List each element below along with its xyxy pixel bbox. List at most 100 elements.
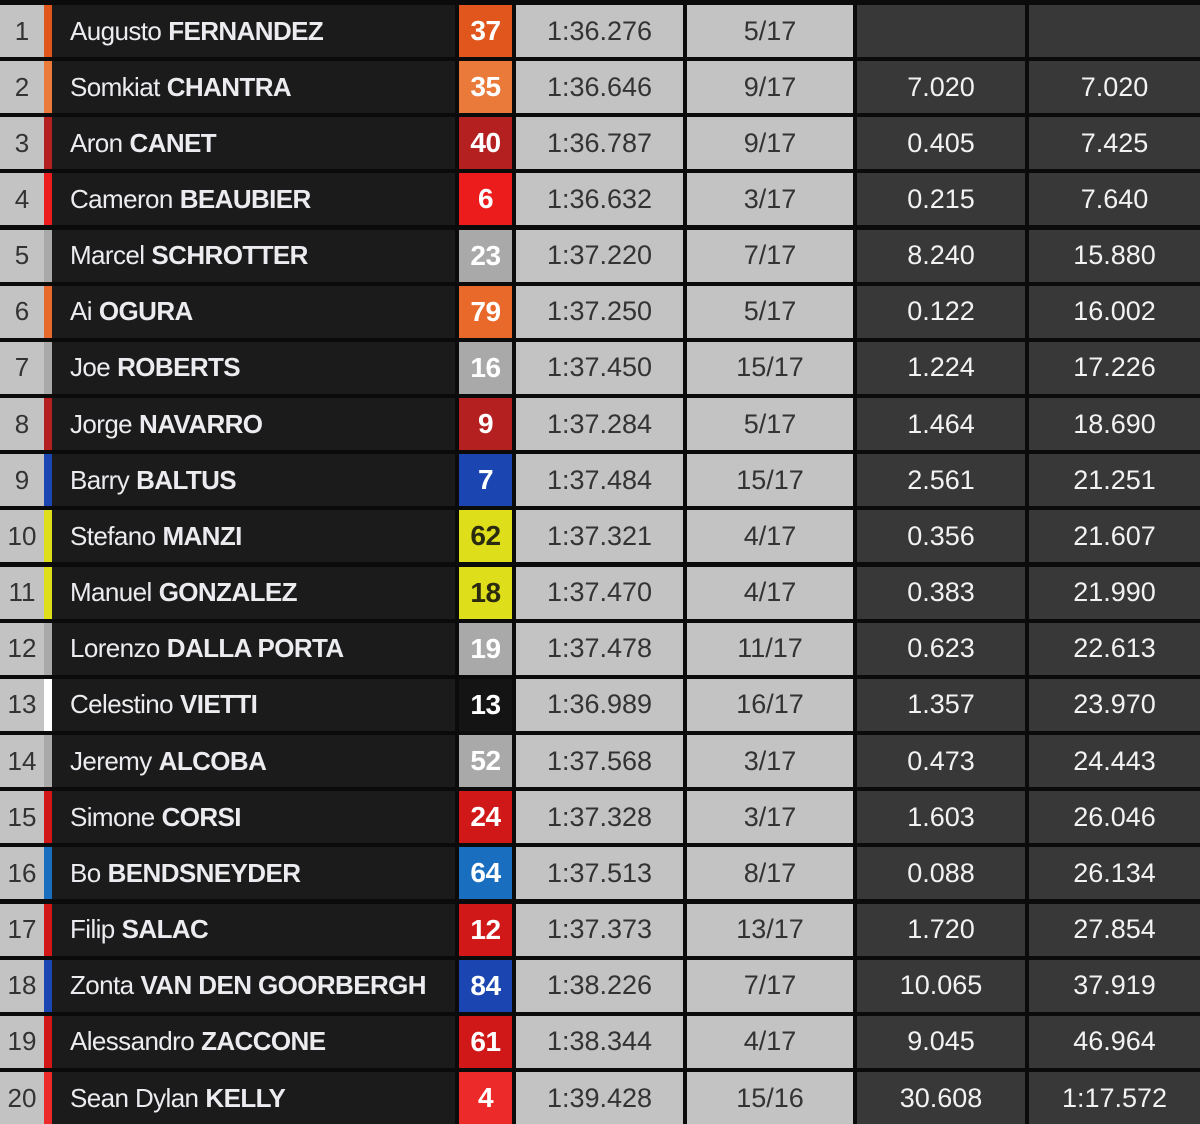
rider-name[interactable]: Cameron BEAUBIER [52,173,455,226]
position: 6 [0,285,44,338]
rider-first-name: Ai [70,296,93,327]
rider-name[interactable]: Somkiat CHANTRA [52,61,455,114]
best-lap-number: 4/17 [687,1015,853,1068]
rider-name[interactable]: Alessandro ZACCONE [52,1015,455,1068]
best-lap-number: 7/17 [687,959,853,1012]
rider-number-badge: 9 [459,398,512,451]
best-lap-time: 1:37.470 [516,566,683,619]
rider-name[interactable]: Filip SALAC [52,903,455,956]
table-row[interactable]: 12 Lorenzo DALLA PORTA 19 1:37.478 11/17 0.623… [0,622,1200,675]
best-lap-number: 4/17 [687,510,853,563]
best-lap-time: 1:36.632 [516,173,683,226]
rider-number-badge: 12 [459,903,512,956]
best-lap-time: 1:38.226 [516,959,683,1012]
rider-first-name: Aron [70,127,123,158]
table-row[interactable]: 5 Marcel SCHROTTER 23 1:37.220 7/17 8.240 15.88… [0,229,1200,282]
gap-to-leader: 18.690 [1029,398,1200,451]
table-row[interactable]: 6 Ai OGURA 79 1:37.250 5/17 0.122 16.002 [0,285,1200,338]
best-lap-number: 8/17 [687,847,853,900]
best-lap-number: 15/16 [687,1072,853,1124]
rider-name[interactable]: Sean Dylan KELLY [52,1072,455,1124]
table-row[interactable]: 19 Alessandro ZACCONE 61 1:38.344 4/17 9.045 46… [0,1015,1200,1068]
rider-name[interactable]: Joe ROBERTS [52,341,455,394]
position: 1 [0,5,44,57]
rider-name[interactable]: Simone CORSI [52,791,455,844]
rider-last-name: DALLA PORTA [166,633,344,664]
rider-number-badge: 64 [459,847,512,900]
rider-name[interactable]: Manuel GONZALEZ [52,566,455,619]
team-color-stripe [44,1015,52,1068]
rider-first-name: Sean Dylan [70,1082,199,1113]
best-lap-number: 13/17 [687,903,853,956]
rider-name[interactable]: Aron CANET [52,117,455,170]
rider-name[interactable]: Jorge NAVARRO [52,398,455,451]
rider-first-name: Celestino [70,689,174,720]
rider-first-name: Alessandro [70,1026,195,1057]
table-row[interactable]: 18 Zonta VAN DEN GOORBERGH 84 1:38.226 7/17 10… [0,959,1200,1012]
rider-name[interactable]: Bo BENDSNEYDER [52,847,455,900]
position: 4 [0,173,44,226]
team-color-stripe [44,847,52,900]
position: 15 [0,791,44,844]
rider-name[interactable]: Marcel SCHROTTER [52,229,455,282]
team-color-stripe [44,229,52,282]
rider-last-name: CHANTRA [166,71,292,102]
rider-last-name: ALCOBA [158,745,267,776]
rider-number-badge: 19 [459,622,512,675]
gap-to-previous: 0.623 [857,622,1025,675]
gap-to-leader: 26.046 [1029,791,1200,844]
rider-number-badge: 35 [459,61,512,114]
rider-first-name: Bo [70,857,101,888]
table-row[interactable]: 7 Joe ROBERTS 16 1:37.450 15/17 1.224 17.226 [0,341,1200,394]
rider-last-name: CANET [129,127,217,158]
table-row[interactable]: 1 Augusto FERNANDEZ 37 1:36.276 5/17 [0,5,1200,57]
rider-last-name: GONZALEZ [158,577,298,608]
table-row[interactable]: 2 Somkiat CHANTRA 35 1:36.646 9/17 7.020 7.020 [0,61,1200,114]
rider-first-name: Marcel [70,240,145,271]
rider-name[interactable]: Lorenzo DALLA PORTA [52,622,455,675]
best-lap-number: 5/17 [687,5,853,57]
position: 2 [0,61,44,114]
gap-to-previous: 1.224 [857,341,1025,394]
table-row[interactable]: 13 Celestino VIETTI 13 1:36.989 16/17 1.357 23.… [0,678,1200,731]
team-color-stripe [44,5,52,57]
gap-to-previous [857,5,1025,57]
table-row[interactable]: 11 Manuel GONZALEZ 18 1:37.470 4/17 0.383 21.99… [0,566,1200,619]
gap-to-leader: 7.425 [1029,117,1200,170]
table-row[interactable]: 9 Barry BALTUS 7 1:37.484 15/17 2.561 21.251 [0,454,1200,507]
table-row[interactable]: 15 Simone CORSI 24 1:37.328 3/17 1.603 26.046 [0,791,1200,844]
table-row[interactable]: 10 Stefano MANZI 62 1:37.321 4/17 0.356 21.607 [0,510,1200,563]
rider-name[interactable]: Zonta VAN DEN GOORBERGH [52,959,455,1012]
gap-to-previous: 0.356 [857,510,1025,563]
gap-to-previous: 0.215 [857,173,1025,226]
rider-name[interactable]: Ai OGURA [52,285,455,338]
team-color-stripe [44,903,52,956]
table-row[interactable]: 3 Aron CANET 40 1:36.787 9/17 0.405 7.425 [0,117,1200,170]
best-lap-number: 3/17 [687,735,853,788]
position: 16 [0,847,44,900]
rider-name[interactable]: Barry BALTUS [52,454,455,507]
rider-name[interactable]: Jeremy ALCOBA [52,735,455,788]
best-lap-number: 16/17 [687,678,853,731]
position: 12 [0,622,44,675]
table-row[interactable]: 17 Filip SALAC 12 1:37.373 13/17 1.720 27.854 [0,903,1200,956]
rider-first-name: Jeremy [70,745,152,776]
position: 8 [0,398,44,451]
best-lap-time: 1:37.284 [516,398,683,451]
rider-first-name: Cameron [70,183,173,214]
table-row[interactable]: 14 Jeremy ALCOBA 52 1:37.568 3/17 0.473 24.443 [0,735,1200,788]
best-lap-time: 1:36.787 [516,117,683,170]
team-color-stripe [44,566,52,619]
best-lap-number: 4/17 [687,566,853,619]
table-row[interactable]: 16 Bo BENDSNEYDER 64 1:37.513 8/17 0.088 26.134 [0,847,1200,900]
rider-number-badge: 79 [459,285,512,338]
rider-number-badge: 16 [459,341,512,394]
table-row[interactable]: 4 Cameron BEAUBIER 6 1:36.632 3/17 0.215 7.640 [0,173,1200,226]
rider-name[interactable]: Stefano MANZI [52,510,455,563]
best-lap-time: 1:37.513 [516,847,683,900]
table-row[interactable]: 20 Sean Dylan KELLY 4 1:39.428 15/16 30.608 1:1… [0,1072,1200,1124]
rider-name[interactable]: Celestino VIETTI [52,678,455,731]
team-color-stripe [44,454,52,507]
table-row[interactable]: 8 Jorge NAVARRO 9 1:37.284 5/17 1.464 18.690 [0,398,1200,451]
rider-name[interactable]: Augusto FERNANDEZ [52,5,455,57]
